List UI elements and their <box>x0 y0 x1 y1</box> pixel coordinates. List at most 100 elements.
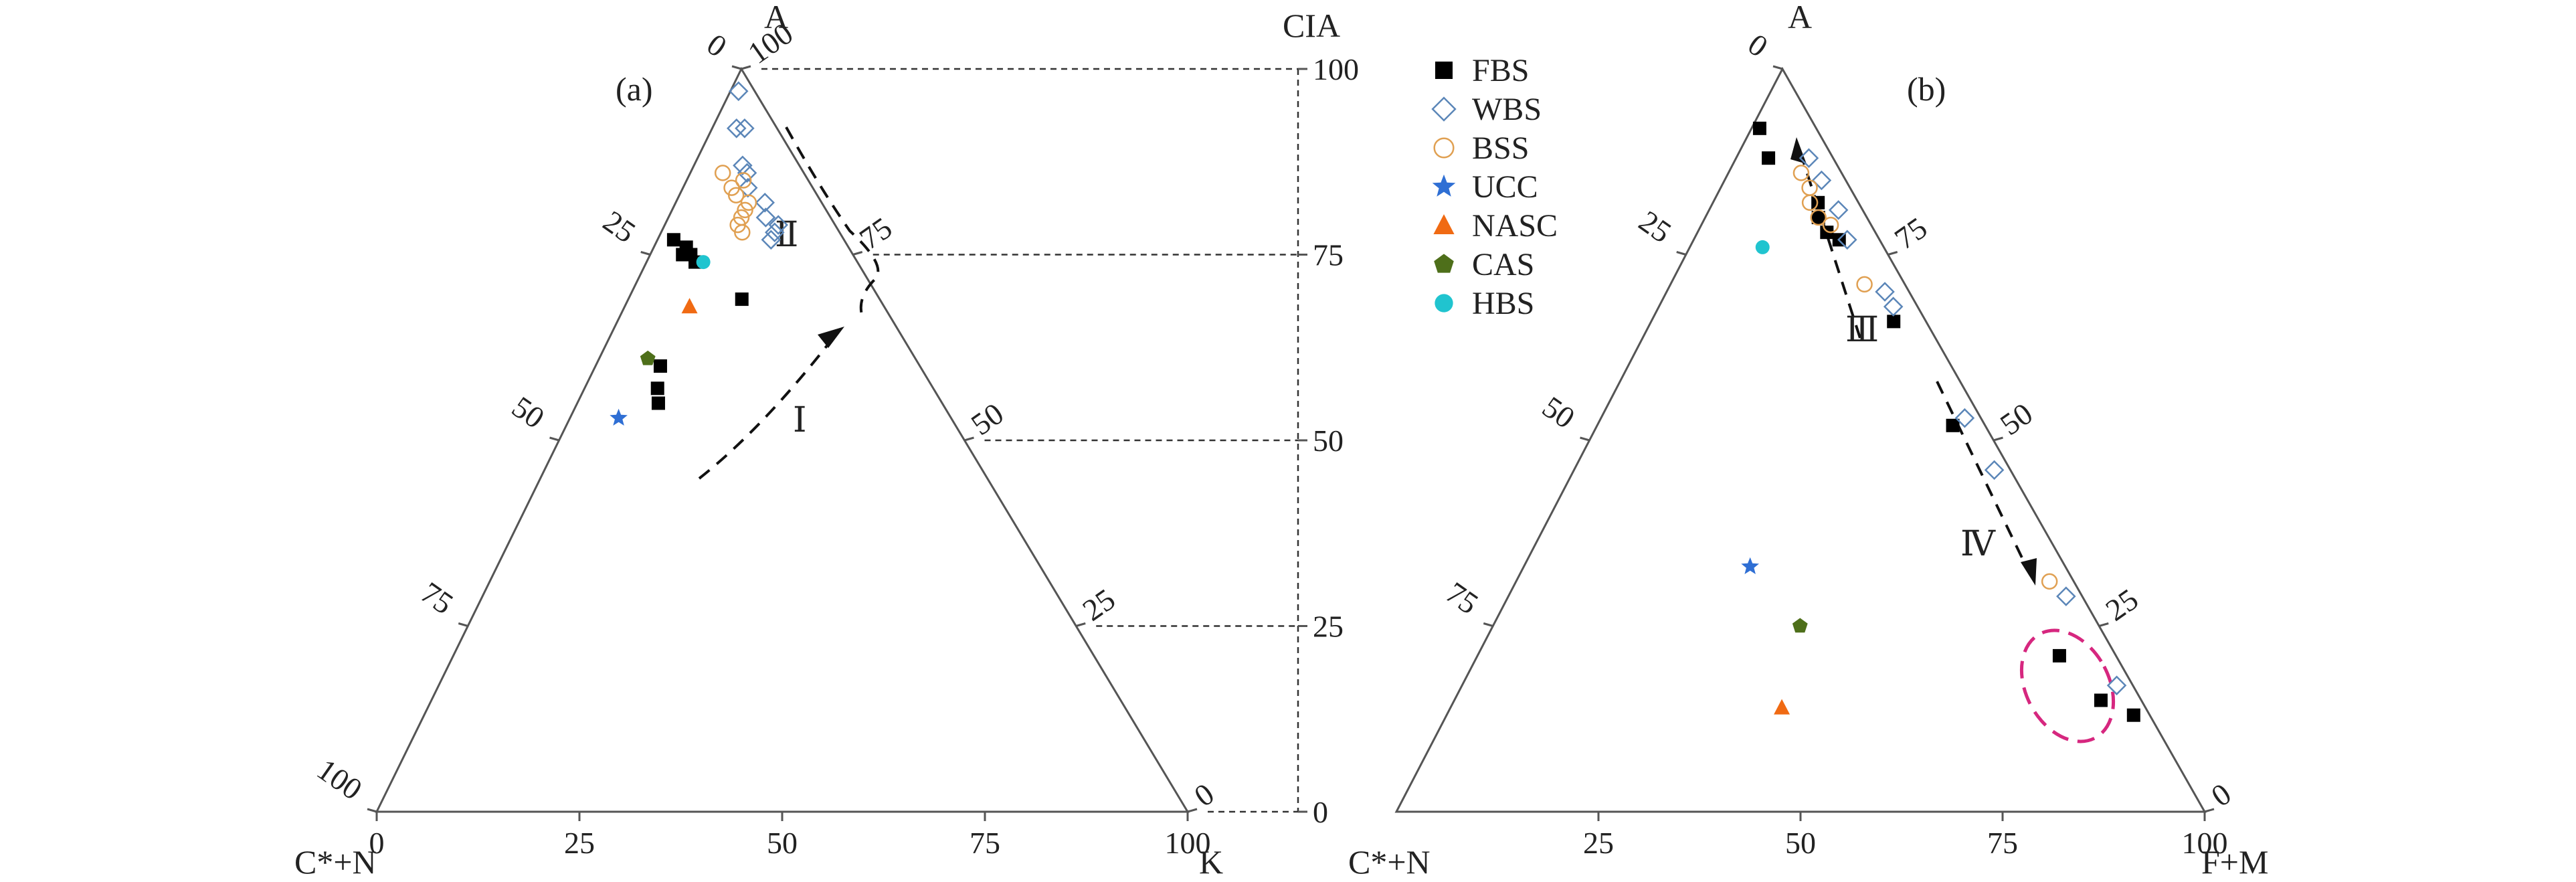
highlight-ellipse <box>2019 628 2116 743</box>
legend-label-ucc: UCC <box>1472 169 1538 205</box>
panel-a-point-wbs <box>737 177 758 198</box>
panel-b-right-tick <box>1888 251 1898 256</box>
legend-label-bss: BSS <box>1472 130 1529 166</box>
panel-a-bottom-tick-label: 25 <box>564 826 595 860</box>
panel-a-left-tick-label: 25 <box>597 204 642 250</box>
panel-a-point-bss <box>737 201 753 219</box>
legend-marker-nasc <box>1433 214 1455 234</box>
panel-a-right-tick-label: 0 <box>1188 776 1220 813</box>
legend-marker-bss <box>1433 137 1455 159</box>
panel-a-point-fbs <box>651 396 665 410</box>
panel-a-point-bss <box>727 187 745 203</box>
panel-b-left-tick <box>1483 622 1493 627</box>
trend-arrow-I <box>698 337 834 480</box>
panel-a-left-tick-label: 75 <box>415 576 460 621</box>
panel-b-point-hbs <box>1755 240 1770 254</box>
panel-a-left-tick <box>549 436 559 442</box>
panel-a-point-wbs <box>735 118 755 139</box>
panel-b-point-fbs <box>1820 226 1834 240</box>
panel-b-ticks <box>1483 65 2215 821</box>
panel-b-left-tick-label: 50 <box>1536 389 1581 435</box>
panel-a-point-wbs <box>726 118 747 139</box>
panel-b-point-wbs <box>1828 200 1849 220</box>
panel-b-label: (b) <box>1907 70 1946 108</box>
panel-a-vertex-right: K <box>1199 843 1223 881</box>
panel-b-bottom-tick-label: 50 <box>1785 826 1816 860</box>
panel-b-point-wbs <box>1954 408 1975 428</box>
legend-label-nasc: NASC <box>1472 208 1558 244</box>
panel-b-point-wbs <box>1984 460 2005 480</box>
cia-tick-label: 25 <box>1313 610 1344 644</box>
panel-a-right-tick-label: 75 <box>853 211 898 256</box>
cia-tick-label: 100 <box>1313 52 1359 86</box>
panel-b-points <box>1741 121 2140 722</box>
panel-b-right-tick-label: 25 <box>2100 582 2144 628</box>
panel-a-points <box>610 81 788 426</box>
panel-b-point-wbs <box>1837 230 1857 250</box>
panel-b-left-tick <box>1676 251 1687 256</box>
panel-a-point-wbs <box>755 207 776 228</box>
legend-marker-wbs <box>1431 96 1457 122</box>
panel-a-left-tick-label: 100 <box>311 752 369 806</box>
trend-arrow-III-head <box>1790 137 1807 164</box>
panel-b-point-nasc <box>1774 699 1790 715</box>
panel-b-point-bss <box>2041 573 2058 590</box>
trend-arrow-IV <box>1936 381 2029 569</box>
panel-a-bottom-tick-label: 75 <box>970 826 1000 860</box>
panel-b-point-fbs <box>1762 151 1776 165</box>
panel-b-point-bss <box>1856 276 1873 293</box>
panel-b-right-tick <box>1993 436 2003 442</box>
panel-b-point-fbs <box>2052 648 2066 663</box>
panel-b-point-fbs <box>2126 708 2140 722</box>
panel-b-point-wbs <box>1799 148 1819 168</box>
panel-a-left-tick <box>731 65 742 70</box>
panel-b-point-fbs <box>1946 418 1960 432</box>
panel-a-right-tick <box>741 65 751 70</box>
panel-b-point-bss <box>1801 194 1819 211</box>
trend-label-I: Ⅰ <box>793 402 807 440</box>
panel-a-point-wbs <box>737 163 757 183</box>
panel-a-point-fbs <box>650 381 664 395</box>
panel-b-right-tick-label: 0 <box>2205 776 2237 813</box>
panel-a-right-tick <box>852 251 863 256</box>
panel-b-bottom-tick-label: 100 <box>2182 826 2228 860</box>
trend-arrow-IV-head <box>2021 558 2037 586</box>
panel-b-point-wbs <box>1883 296 1904 317</box>
panel-b-point-ucc <box>1741 557 1759 574</box>
panel-b-point-fbs <box>1752 121 1766 135</box>
panel-a-left-tick-label: 0 <box>701 27 733 64</box>
panel-a-point-nasc <box>681 298 698 314</box>
panel-a-point-wbs <box>733 155 753 176</box>
panel-a-vertex-top: A <box>764 0 788 35</box>
panel-b-bottom-tick-label: 75 <box>1987 826 2018 860</box>
legend-marker-fbs <box>1435 62 1453 79</box>
panel-b-left-tick-label: 0 <box>1742 27 1774 64</box>
panel-a-right-tick <box>1187 808 1198 813</box>
panel-b-point-bss <box>1792 165 1810 181</box>
panel-a-point-bss <box>740 194 757 211</box>
panel-b-point-wbs <box>2106 675 2127 696</box>
panel-a-point-fbs <box>653 359 667 373</box>
panel-b-left-tick <box>1580 436 1590 442</box>
panel-a-point-fbs <box>676 248 690 262</box>
panel-a-ticks <box>367 65 1198 821</box>
panel-a-vertex-left: C*+N <box>294 843 377 881</box>
panel-a-point-wbs <box>755 193 775 213</box>
cia-tick-label: 50 <box>1313 424 1344 458</box>
panel-b-left-tick <box>1772 65 1783 70</box>
panel-b-point-wbs <box>1811 170 1832 191</box>
panel-a-point-cas <box>640 350 656 365</box>
panel-a-left-tick-label: 50 <box>506 389 551 435</box>
panel-a-label: (a) <box>616 70 653 108</box>
panel-b-bottom-tick-label: 25 <box>1583 826 1614 860</box>
panel-a-point-hbs <box>696 255 711 270</box>
legend-marker-ucc <box>1432 174 1456 197</box>
panel-a-right-tick <box>1075 622 1086 627</box>
panel-a-point-wbs <box>768 215 788 235</box>
panel-a-point-bss <box>735 172 752 189</box>
panel-b-vertex-right: F+M <box>2201 843 2268 881</box>
panel-b-point-wbs <box>1875 282 1895 302</box>
